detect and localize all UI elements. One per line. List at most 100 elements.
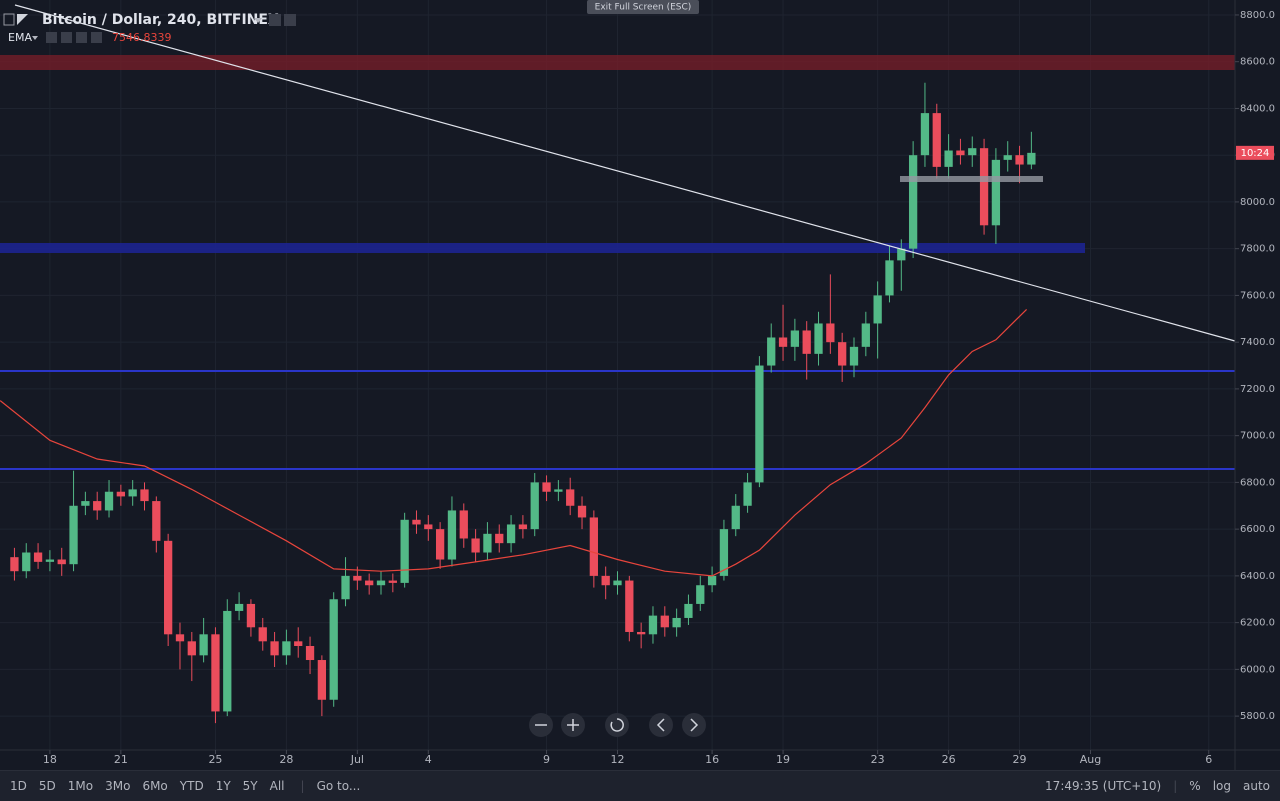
candle-body (435, 529, 445, 560)
y-tick-label: 7800.0 (1240, 244, 1275, 255)
percent-toggle[interactable]: % (1189, 779, 1201, 793)
candle-body (767, 337, 776, 366)
exit-fullscreen-button[interactable] (587, 0, 699, 14)
candle-body (140, 489, 149, 502)
range-button[interactable]: 5Y (242, 779, 258, 793)
candle-body (637, 631, 646, 635)
goto-button[interactable]: Go to... (316, 779, 361, 793)
y-tick-label: 8800.0 (1240, 10, 1275, 21)
log-toggle[interactable]: log (1212, 779, 1231, 793)
range-button[interactable]: 1Mo (67, 779, 94, 793)
candle-body (116, 491, 125, 497)
candle-body (412, 519, 421, 525)
candle-body (400, 519, 409, 583)
navigation (529, 713, 706, 737)
price-tag (1236, 145, 1274, 160)
candle-body (790, 330, 800, 347)
candle-body (601, 575, 610, 586)
indicator-icon[interactable] (61, 32, 72, 43)
candle-body (849, 346, 859, 366)
range-button[interactable]: 5D (38, 779, 56, 793)
range-button[interactable]: 3Mo (105, 779, 131, 793)
candle-body (294, 641, 303, 646)
range-button[interactable]: 6Mo (142, 779, 168, 793)
candle-body (223, 610, 232, 712)
dropdown-icon[interactable] (254, 18, 262, 23)
candle-body (246, 603, 256, 628)
candle-body (376, 580, 386, 586)
candle-body (802, 330, 811, 354)
candle-body (778, 337, 788, 347)
exit-fullscreen-label: Exit Full Screen (ESC) (595, 3, 692, 13)
y-tick-label: 7200.0 (1240, 384, 1275, 395)
dropdown-icon[interactable] (32, 36, 38, 40)
scroll-right-button[interactable] (682, 713, 706, 737)
x-tick-label: 29 (1013, 753, 1027, 766)
candle-body (483, 533, 492, 553)
candle-body (991, 159, 1001, 226)
candle-body (956, 150, 965, 156)
candle-body (10, 557, 19, 572)
y-tick-label: 8400.0 (1240, 103, 1275, 114)
x-tick-label: 16 (705, 753, 719, 766)
candle-body (305, 645, 315, 661)
icon (567, 719, 579, 731)
icon (690, 718, 699, 732)
symbol-title: Bitcoin / Dollar, 240, BITFINEX (42, 12, 279, 28)
hide-icon[interactable] (284, 14, 296, 26)
indicator-icon[interactable] (46, 32, 57, 43)
symbol-icon (17, 14, 28, 25)
range-button[interactable]: 1Y (215, 779, 231, 793)
candle-body (270, 641, 279, 656)
candle-body (471, 538, 480, 553)
x-tick-label: 21 (114, 753, 128, 766)
settings-icon[interactable] (269, 14, 281, 26)
candle-body (33, 552, 43, 562)
indicator-icon[interactable] (76, 32, 87, 43)
x-tick-label: 23 (871, 753, 885, 766)
x-tick-label: Jul (350, 753, 364, 766)
candle-body (577, 505, 587, 518)
chart: Bitcoin / Dollar, 240, BITFINEX EMA 7546… (0, 0, 1280, 770)
candle-body (365, 580, 374, 586)
candle-body (518, 524, 528, 530)
candle-body (506, 524, 516, 544)
candle-body (187, 641, 196, 656)
x-tick-label: 28 (279, 753, 293, 766)
candle-body (684, 603, 693, 618)
y-tick-label: 8000.0 (1240, 197, 1275, 208)
indicator-icon[interactable] (91, 32, 102, 43)
x-tick-label: 25 (208, 753, 222, 766)
candle-body (554, 489, 563, 492)
range-button[interactable]: 1D (10, 779, 27, 793)
candle-body (861, 323, 870, 347)
scroll-left-button[interactable] (649, 713, 673, 737)
ema-line (0, 308, 1028, 577)
candle-body (826, 323, 835, 343)
x-tick-label: 18 (43, 753, 57, 766)
reset-button[interactable] (605, 713, 629, 737)
candle-body (731, 505, 740, 530)
candle-body (57, 559, 66, 565)
candle-body (944, 150, 953, 167)
candle-body (613, 580, 622, 586)
candle-body (341, 575, 350, 600)
range-button[interactable]: All (269, 779, 285, 793)
candle-body (1003, 155, 1012, 160)
candle-body (660, 615, 669, 628)
x-tick-label: 9 (543, 753, 550, 766)
candle-body (696, 585, 705, 604)
candle-body (211, 634, 220, 712)
icon (610, 718, 624, 732)
candle-body (589, 517, 598, 576)
candle-body (234, 603, 244, 611)
candle-body (164, 540, 173, 635)
collapse-icon[interactable] (3, 13, 15, 26)
candle-body (838, 342, 847, 366)
candle-body (329, 599, 338, 700)
candle-body (152, 501, 161, 541)
y-tick-label: 6600.0 (1240, 524, 1275, 535)
y-tick-label: 6400.0 (1240, 571, 1275, 582)
range-button[interactable]: YTD (179, 779, 204, 793)
auto-toggle[interactable]: auto (1242, 779, 1270, 793)
